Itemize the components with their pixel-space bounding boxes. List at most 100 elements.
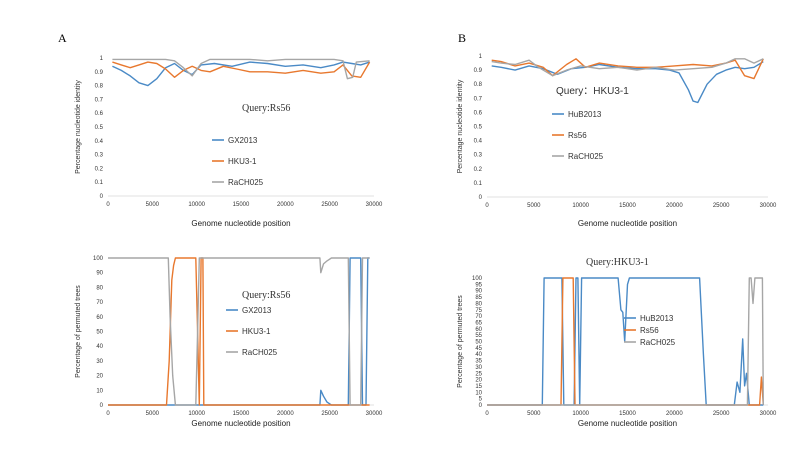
y-axis-title: Percentage of permuted trees [457, 295, 464, 388]
x-tick-label: 0 [106, 202, 110, 208]
legend-label: RaCH025 [242, 348, 278, 357]
y-tick-label: 0.2 [95, 166, 104, 172]
y-tick-label: 0.3 [95, 153, 104, 159]
y-tick-label: 10 [96, 388, 103, 394]
series-line-hku3-1 [112, 61, 371, 78]
x-tick-label: 5000 [146, 202, 160, 208]
series-line-gx2013 [112, 61, 370, 87]
y-tick-label: 0.9 [95, 70, 104, 76]
y-tick-label: 0.7 [95, 97, 104, 103]
x-tick-label: 30000 [366, 202, 383, 208]
y-tick-label: 0 [100, 403, 104, 409]
x-tick-label: 5000 [146, 411, 160, 417]
chart-a-identity: 0 0.1 0.2 0.3 0.4 0.5 0.6 0.7 0.8 0.9 1 0 5000 10000 1… [75, 56, 383, 228]
y-tick-label: 0.5 [474, 125, 483, 131]
y-tick-label: 15 [475, 384, 482, 390]
legend-label: RaCH025 [568, 152, 604, 161]
y-tick-label: 0 [479, 195, 483, 201]
x-tick-label: 0 [485, 203, 489, 209]
y-tick-label: 70 [96, 300, 103, 306]
y-axis-title: Percentage nucleotide identity [75, 80, 82, 174]
y-tick-label: 0.3 [474, 153, 483, 159]
x-tick-label: 10000 [188, 202, 205, 208]
y-tick-label: 50 [96, 330, 103, 336]
y-tick-label: 1 [479, 54, 483, 60]
y-tick-label: 70 [475, 314, 482, 320]
panel-letter-b: B [458, 31, 466, 45]
chart-a-bootscan: 0 10 20 30 40 50 60 70 80 90 100 0 5000 10000 15000 200… [75, 256, 383, 428]
y-tick-label: 0.6 [95, 111, 104, 117]
y-tick-label: 85 [475, 295, 482, 301]
legend-label: GX2013 [242, 306, 272, 315]
legend-label: HuB2013 [640, 314, 674, 323]
y-tick-label: 60 [475, 327, 482, 333]
y-tick-label: 90 [96, 271, 103, 277]
x-tick-label: 0 [485, 411, 489, 417]
series-line-rach025 [108, 257, 370, 406]
y-tick-label: 0.4 [95, 139, 104, 145]
y-tick-label: 40 [475, 352, 482, 358]
panel-letter-a: A [58, 31, 67, 45]
query-label: Query:HKU3-1 [586, 257, 649, 268]
y-tick-label: 0.8 [95, 84, 104, 90]
x-tick-label: 15000 [233, 202, 250, 208]
y-tick-label: 80 [96, 285, 103, 291]
y-tick-label: 20 [475, 378, 482, 384]
y-axis-title: Percentage nucleotide identity [457, 79, 464, 173]
y-tick-label: 100 [93, 256, 104, 262]
y-tick-label: 45 [475, 346, 482, 352]
x-tick-label: 20000 [277, 411, 294, 417]
y-tick-label: 95 [475, 282, 482, 288]
y-tick-label: 0.6 [474, 110, 483, 116]
x-axis-title: Genome nucleotide position [191, 419, 290, 428]
y-tick-label: 90 [475, 289, 482, 295]
x-tick-label: 5000 [527, 411, 541, 417]
y-tick-label: 0.2 [474, 167, 483, 173]
legend-label: RaCH025 [640, 338, 676, 347]
x-tick-label: 25000 [321, 202, 338, 208]
x-tick-label: 25000 [713, 411, 730, 417]
y-tick-label: 35 [475, 359, 482, 365]
y-tick-label: 0.8 [474, 82, 483, 88]
y-tick-label: 25 [475, 371, 482, 377]
y-tick-label: 80 [475, 301, 482, 307]
y-tick-label: 65 [475, 320, 482, 326]
y-tick-label: 30 [475, 365, 482, 371]
y-tick-label: 60 [96, 315, 103, 321]
y-tick-label: 5 [479, 397, 483, 403]
chart-b-identity: 0 0.1 0.2 0.3 0.4 0.5 0.6 0.7 0.8 0.9 1 0 5000 10000 1… [457, 54, 777, 228]
x-tick-label: 20000 [666, 203, 683, 209]
x-tick-label: 30000 [366, 411, 383, 417]
y-tick-label: 100 [472, 276, 483, 282]
y-tick-label: 0 [100, 194, 104, 200]
y-tick-label: 55 [475, 333, 482, 339]
y-axis-title: Percentage of permuted trees [75, 285, 82, 378]
y-tick-label: 0.1 [474, 181, 483, 187]
y-tick-label: 0.4 [474, 139, 483, 145]
x-tick-label: 5000 [527, 203, 541, 209]
legend-label: HuB2013 [568, 110, 602, 119]
y-tick-label: 0.9 [474, 68, 483, 74]
y-tick-label: 0.5 [95, 125, 104, 131]
x-tick-label: 15000 [619, 411, 636, 417]
series-line-gx2013 [108, 257, 370, 406]
query-label: Query:Rs56 [242, 103, 290, 114]
y-tick-label: 0 [479, 403, 483, 409]
legend-label: GX2013 [228, 136, 258, 145]
y-tick-label: 30 [96, 359, 103, 365]
x-axis-title: Genome nucleotide position [578, 419, 677, 428]
y-tick-label: 50 [475, 340, 482, 346]
y-tick-label: 75 [475, 308, 482, 314]
legend-label: HKU3-1 [228, 157, 257, 166]
legend-label: Rs56 [640, 326, 659, 335]
x-tick-label: 15000 [233, 411, 250, 417]
x-tick-label: 25000 [713, 203, 730, 209]
series-line-rach025 [112, 58, 370, 80]
x-tick-label: 20000 [666, 411, 683, 417]
query-label: Query:Rs56 [242, 290, 290, 301]
legend-label: HKU3-1 [242, 327, 271, 336]
y-tick-label: 1 [100, 56, 104, 62]
series-line-rach025 [491, 58, 764, 77]
series-line-hku3-1 [108, 257, 370, 406]
x-tick-label: 10000 [572, 411, 589, 417]
